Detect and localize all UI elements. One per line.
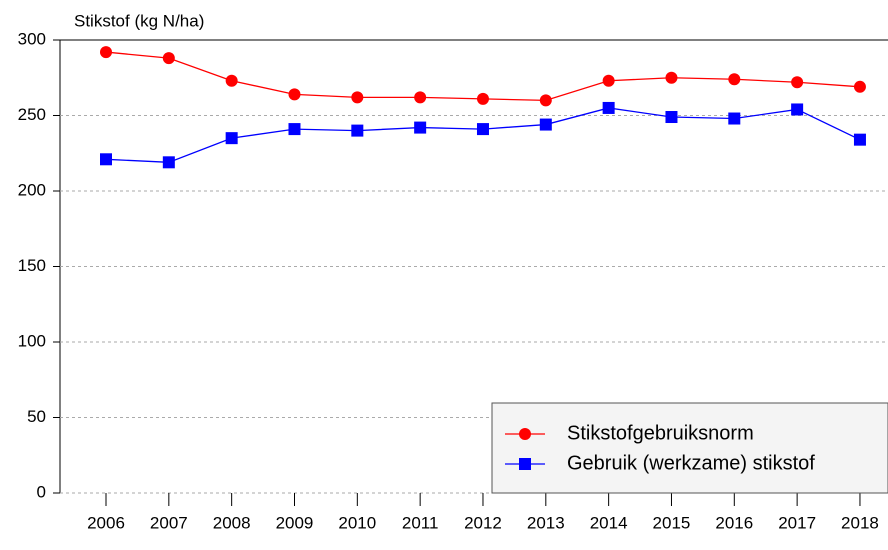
data-point bbox=[162, 52, 175, 65]
data-point bbox=[476, 123, 489, 136]
y-tick-label: 200 bbox=[18, 180, 46, 199]
data-point bbox=[351, 124, 364, 137]
x-tick-label: 2014 bbox=[590, 513, 628, 532]
y-tick-label: 100 bbox=[18, 331, 46, 350]
legend-label: Stikstofgebruiksnorm bbox=[567, 422, 754, 444]
x-tick-label: 2016 bbox=[715, 513, 753, 532]
x-tick-label: 2013 bbox=[527, 513, 565, 532]
y-tick-label: 250 bbox=[18, 105, 46, 124]
data-point bbox=[100, 46, 112, 59]
x-tick-label: 2010 bbox=[338, 513, 376, 532]
y-tick-label: 50 bbox=[27, 407, 46, 426]
data-point bbox=[791, 103, 804, 116]
data-point bbox=[602, 74, 615, 87]
legend-box bbox=[491, 402, 888, 494]
y-tick-label: 150 bbox=[18, 256, 46, 275]
x-tick-label: 2017 bbox=[778, 513, 816, 532]
data-point bbox=[162, 156, 175, 169]
series-line bbox=[105, 107, 861, 163]
data-point bbox=[288, 88, 301, 101]
data-point bbox=[225, 74, 238, 87]
data-point bbox=[351, 91, 364, 104]
data-point bbox=[853, 80, 866, 93]
x-tick-label: 2012 bbox=[464, 513, 502, 532]
data-point bbox=[414, 91, 427, 104]
data-point bbox=[602, 101, 615, 114]
data-point bbox=[414, 121, 427, 134]
legend-marker bbox=[519, 428, 531, 440]
data-point bbox=[665, 71, 678, 84]
data-point bbox=[728, 73, 741, 86]
data-point bbox=[288, 123, 301, 136]
data-point bbox=[225, 132, 238, 145]
x-tick-label: 2008 bbox=[213, 513, 251, 532]
y-tick-label: 0 bbox=[37, 482, 46, 501]
data-point bbox=[100, 153, 112, 166]
x-tick-label: 2015 bbox=[653, 513, 691, 532]
data-point bbox=[728, 112, 741, 125]
data-point bbox=[539, 118, 552, 131]
data-point bbox=[665, 111, 678, 124]
x-tick-label: 2009 bbox=[276, 513, 314, 532]
y-axis-title: Stikstof (kg N/ha) bbox=[74, 11, 204, 30]
data-point bbox=[791, 76, 804, 89]
y-tick-label: 300 bbox=[18, 29, 46, 48]
x-tick-label: 2006 bbox=[87, 513, 125, 532]
x-tick-label: 2011 bbox=[402, 513, 439, 532]
legend-marker bbox=[519, 458, 531, 470]
x-tick-label: 2018 bbox=[841, 513, 879, 532]
data-point bbox=[476, 92, 489, 105]
x-tick-label: 2007 bbox=[150, 513, 188, 532]
data-point bbox=[539, 94, 552, 107]
legend-label: Gebruik (werkzame) stikstof bbox=[567, 452, 815, 474]
data-point bbox=[853, 133, 866, 146]
